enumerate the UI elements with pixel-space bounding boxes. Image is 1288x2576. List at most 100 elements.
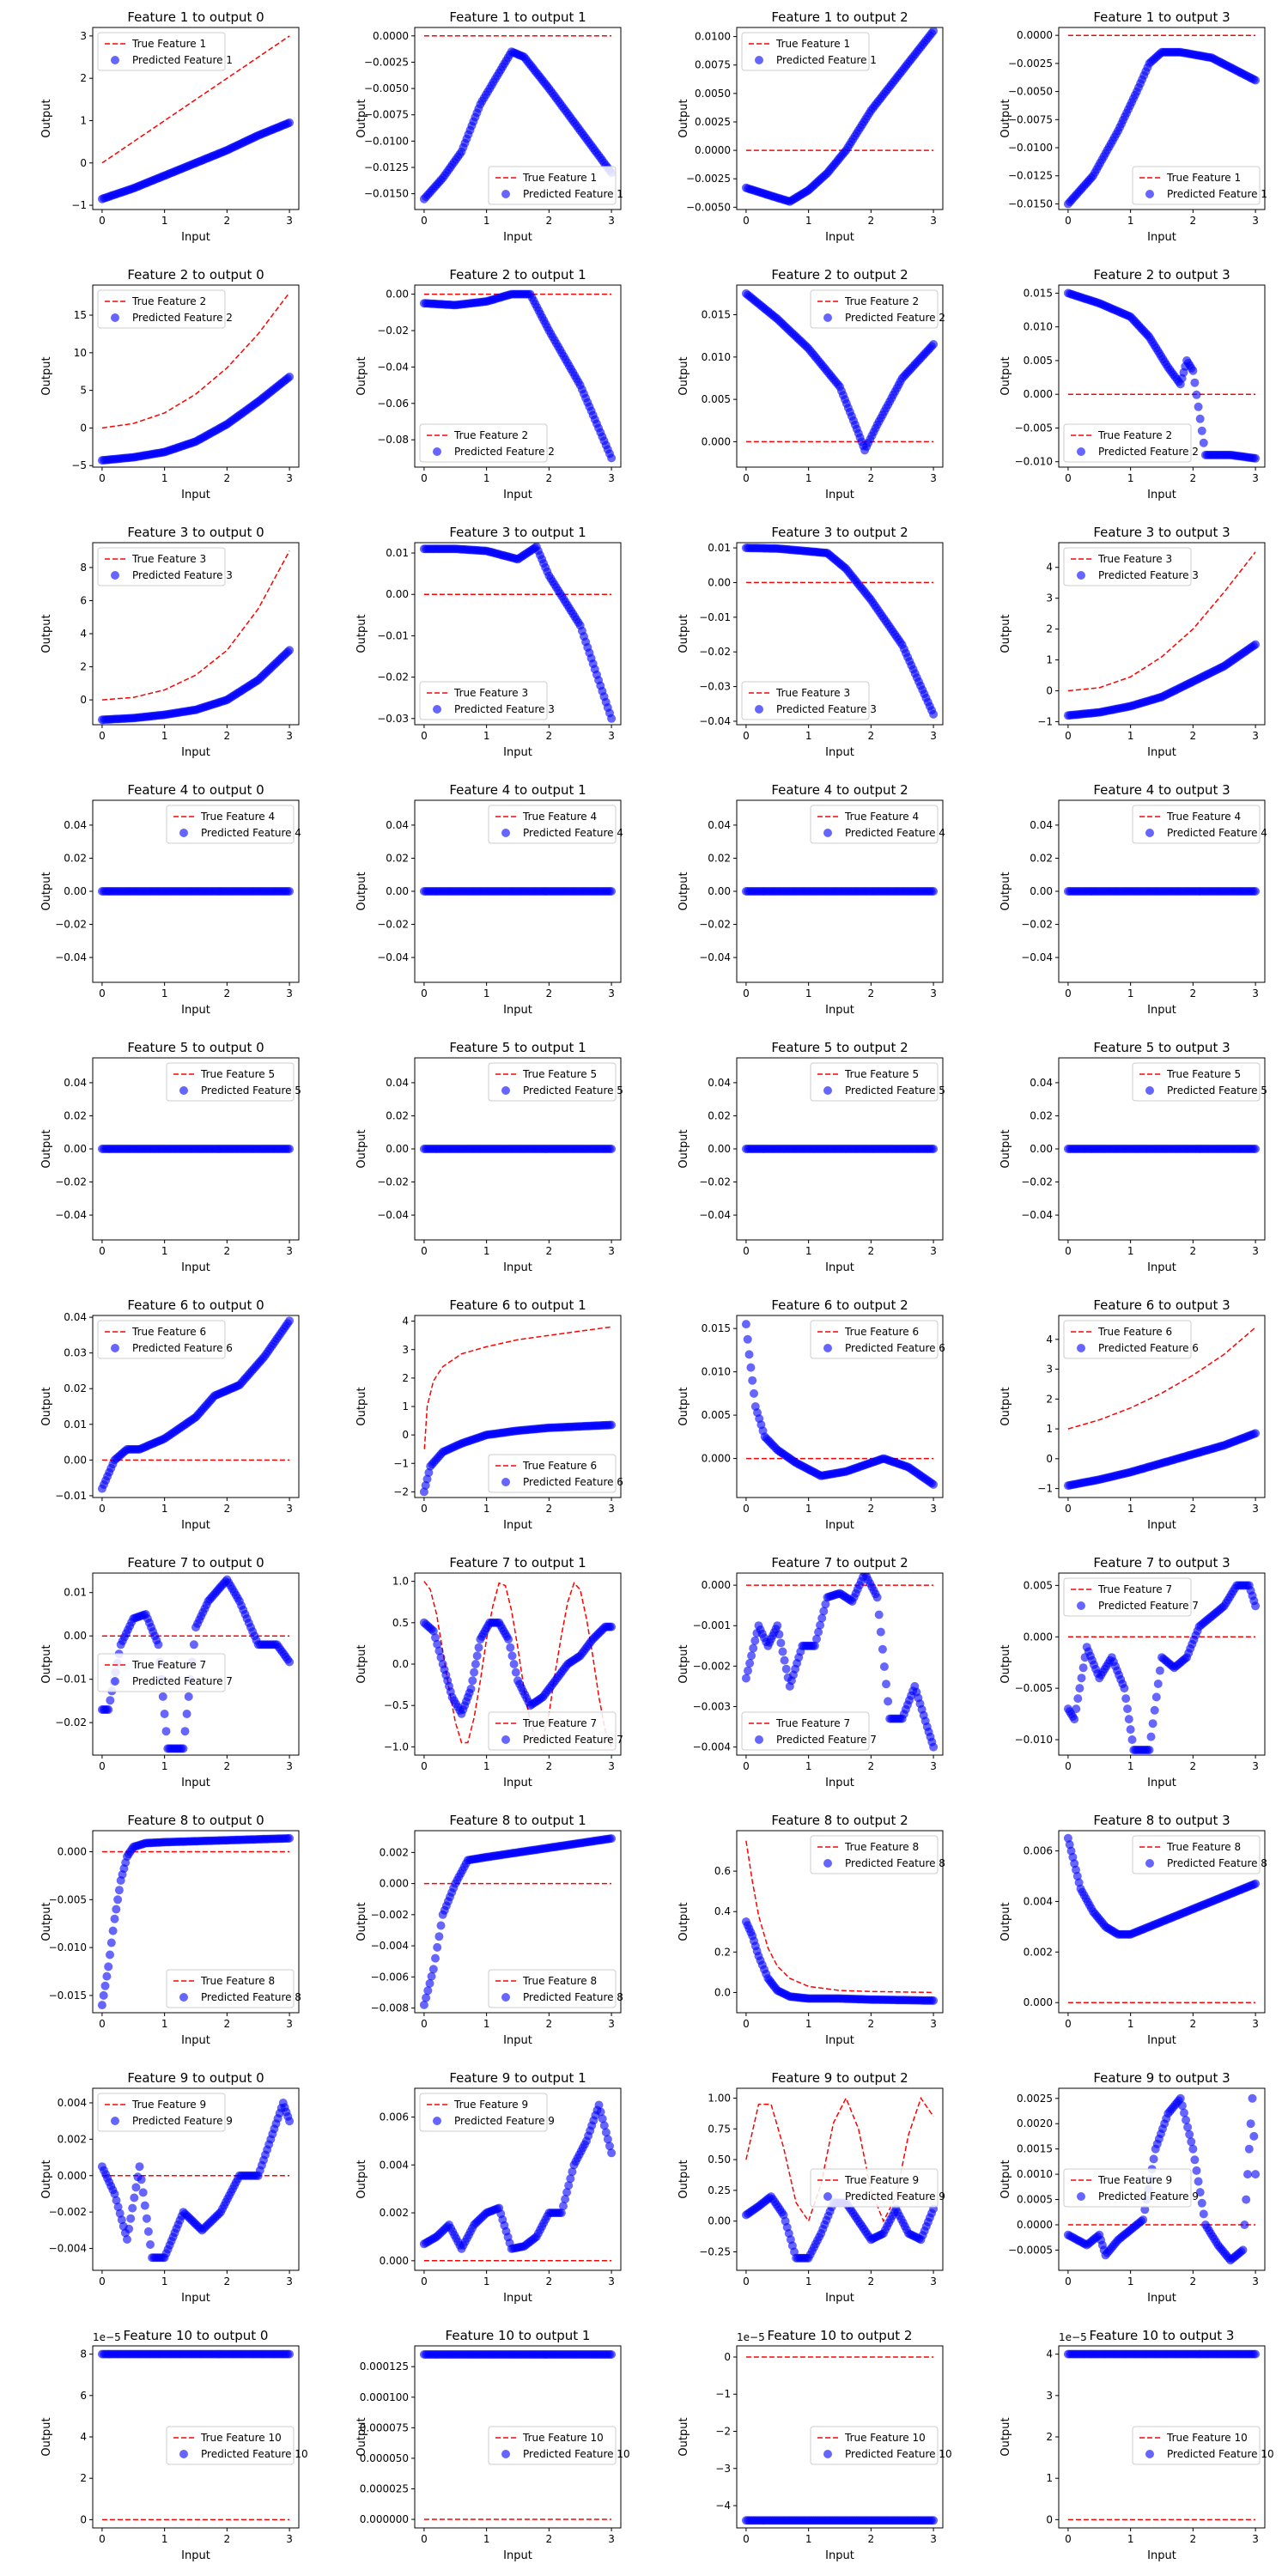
chart-title: Feature 3 to output 1 [449,525,586,540]
chart-title: Feature 7 to output 0 [127,1555,264,1571]
x-axis-label: Input [1147,2034,1176,2047]
y-tick-label: −0.002 [371,1909,409,1921]
x-tick-label: 3 [1252,1760,1259,1772]
chart-panel: Feature 7 to output 20 1 2 30.000−0.001−0.0… [677,1555,944,1789]
x-tick-label: 1 [161,472,168,484]
y-tick-label: −0.010 [1015,1734,1053,1746]
predicted-point [780,1656,789,1665]
legend-label-predicted: Predicted Feature 9 [132,2115,233,2127]
predicted-series [97,1575,295,1753]
true-series-line [101,292,290,429]
y-offset-label: 1e−5 [93,2331,121,2343]
predicted-point [1078,1663,1088,1673]
predicted-point [1126,1725,1135,1735]
predicted-point [810,1641,819,1650]
y-tick-label: −0.0005 [1008,2244,1053,2256]
predicted-series [1063,289,1261,463]
legend-label-true: True Feature 3 [775,687,850,699]
legend-box [741,681,870,720]
x-tick-label: 2 [224,987,231,999]
y-tick-label: −0.02 [55,1176,87,1188]
legend-box [810,1320,939,1359]
y-tick-label: 0.00 [708,2215,731,2227]
legend-label-predicted: Predicted Feature 1 [776,54,877,66]
predicted-point [1124,1715,1133,1724]
y-tick-label: 0.4 [714,1905,731,1917]
y-tick-label: 0.000 [702,435,731,447]
chart-panel: Feature 3 to output 10 1 2 30.010.00−0.01−0… [355,525,622,759]
x-tick-label: 2 [868,472,875,484]
predicted-point [104,1962,113,1971]
plot-area [419,1581,617,1747]
predicted-point [123,2235,131,2244]
predicted-point [929,27,939,35]
legend-point-swatch [111,313,119,322]
plot-area [419,1834,617,2009]
y-tick-label: 0.04 [64,1311,87,1323]
predicted-point [1151,1692,1161,1702]
chart-title: Feature 6 to output 0 [127,1297,264,1313]
chart-title: Feature 2 to output 2 [771,267,908,283]
legend-label-true: True Feature 2 [453,429,528,441]
chart-title: Feature 7 to output 1 [449,1555,586,1571]
chart-panel: Feature 4 to output 20 1 2 3−0.04−0.020.000… [677,782,945,1017]
legend-label-true: True Feature 6 [131,1326,206,1338]
chart-title: Feature 9 to output 2 [771,2070,908,2086]
chart-panel: Feature 7 to output 00 1 2 3−0.02−0.010.000… [40,1555,300,1789]
axes-frame [736,1315,944,1498]
predicted-point [556,2208,566,2218]
legend-label-predicted: Predicted Feature 1 [1167,188,1267,200]
y-tick-label: −0.04 [55,951,87,963]
x-axis-label: Input [1147,1777,1176,1789]
x-tick-label: 1 [161,2018,168,2030]
plot-area [97,1316,295,1493]
axes-frame [414,284,622,468]
predicted-point [1251,1879,1261,1888]
x-tick-label: 2 [1190,1503,1197,1515]
predicted-point [819,1607,829,1616]
predicted-point [1150,1705,1159,1715]
legend-box [810,1835,939,1874]
x-tick-label: 0 [421,2018,428,2030]
y-tick-label: 0.01 [386,547,409,559]
legend-label-predicted: Predicted Feature 9 [454,2115,555,2127]
predicted-point [106,1696,115,1705]
x-tick-label: 3 [1252,730,1259,742]
chart-title: Feature 2 to output 1 [449,267,586,283]
x-tick-label: 0 [743,1245,750,1257]
y-tick-label: 0 [80,694,87,706]
legend-point-swatch [823,1859,832,1868]
legend-label-true: True Feature 6 [1097,1326,1172,1338]
predicted-point [1248,2093,1257,2103]
y-tick-label: −0.002 [693,1660,731,1672]
chart-panel: Feature 6 to output 20 1 2 30.0000.0050.010… [677,1297,945,1532]
x-tick-label: 1 [1127,1760,1134,1772]
x-axis-label: Input [503,1261,532,1274]
legend-point-swatch [1145,829,1154,837]
predicted-point [1185,2129,1194,2139]
plot-area [1063,1833,1261,2003]
y-tick-label: −1 [1037,1483,1053,1495]
predicted-point [140,2201,149,2210]
x-tick-label: 0 [1065,2275,1072,2287]
y-tick-label: 0.006 [1024,1845,1053,1857]
y-axis-label: Output [355,1129,368,1168]
x-tick-label: 3 [1252,2275,1259,2287]
x-axis-label: Input [503,746,532,759]
axes-frame [92,27,300,210]
x-tick-label: 3 [930,987,937,999]
predicted-point [746,1363,756,1372]
legend-box [810,1062,939,1102]
x-tick-label: 2 [224,2533,231,2545]
plot-area [97,292,295,465]
x-tick-label: 1 [483,215,490,227]
chart-title: Feature 9 to output 3 [1093,2070,1230,2086]
y-tick-label: 2 [80,661,87,673]
x-tick-label: 2 [868,215,875,227]
x-axis-label: Input [1147,489,1176,501]
